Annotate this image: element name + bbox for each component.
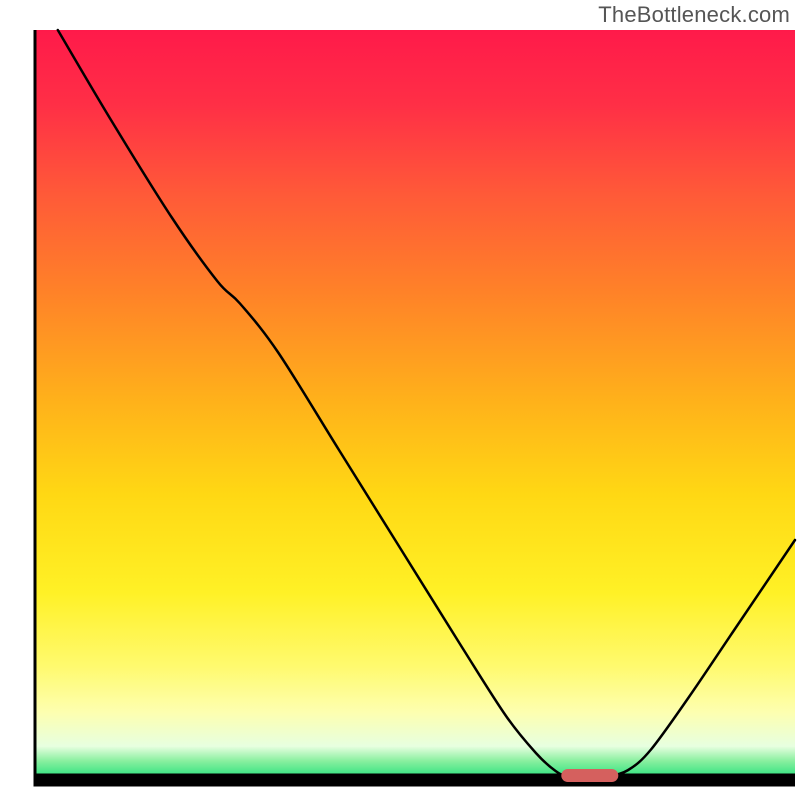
- bottleneck-chart: [0, 0, 800, 800]
- chart-container: TheBottleneck.com: [0, 0, 800, 800]
- optimal-marker: [561, 769, 618, 782]
- plot-background: [35, 30, 795, 780]
